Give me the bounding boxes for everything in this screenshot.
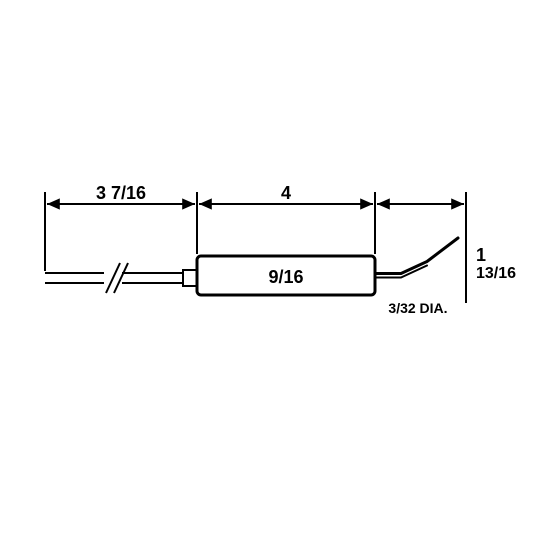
- arrowhead: [199, 198, 212, 209]
- arrowhead: [377, 198, 390, 209]
- arrowhead: [360, 198, 373, 209]
- dim-label-seg1: 3 7/16: [96, 183, 146, 203]
- dim-label-seg3-line1: 1: [476, 245, 486, 265]
- arrowhead: [47, 198, 60, 209]
- electrode-tip-underside: [375, 266, 427, 278]
- dim-label-tip-dia: 3/32 DIA.: [388, 300, 447, 316]
- dim-label-seg3-line2: 13/16: [476, 265, 516, 282]
- arrowhead: [182, 198, 195, 209]
- break-mark-2: [114, 263, 128, 293]
- electrode-tip: [375, 238, 458, 274]
- dim-label-body-dia: 9/16: [268, 267, 303, 287]
- arrowhead: [451, 198, 464, 209]
- dim-label-seg2: 4: [281, 183, 291, 203]
- ferrule: [183, 270, 197, 286]
- break-mark-1: [106, 263, 120, 293]
